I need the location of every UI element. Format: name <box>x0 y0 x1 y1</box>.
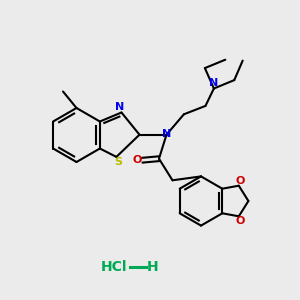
Text: H: H <box>147 260 159 274</box>
Text: HCl: HCl <box>101 260 127 274</box>
Text: N: N <box>162 129 171 140</box>
Text: O: O <box>132 155 142 165</box>
Text: S: S <box>114 157 122 167</box>
Text: O: O <box>236 176 245 186</box>
Text: O: O <box>236 216 245 226</box>
Text: N: N <box>116 102 124 112</box>
Text: N: N <box>209 77 218 88</box>
